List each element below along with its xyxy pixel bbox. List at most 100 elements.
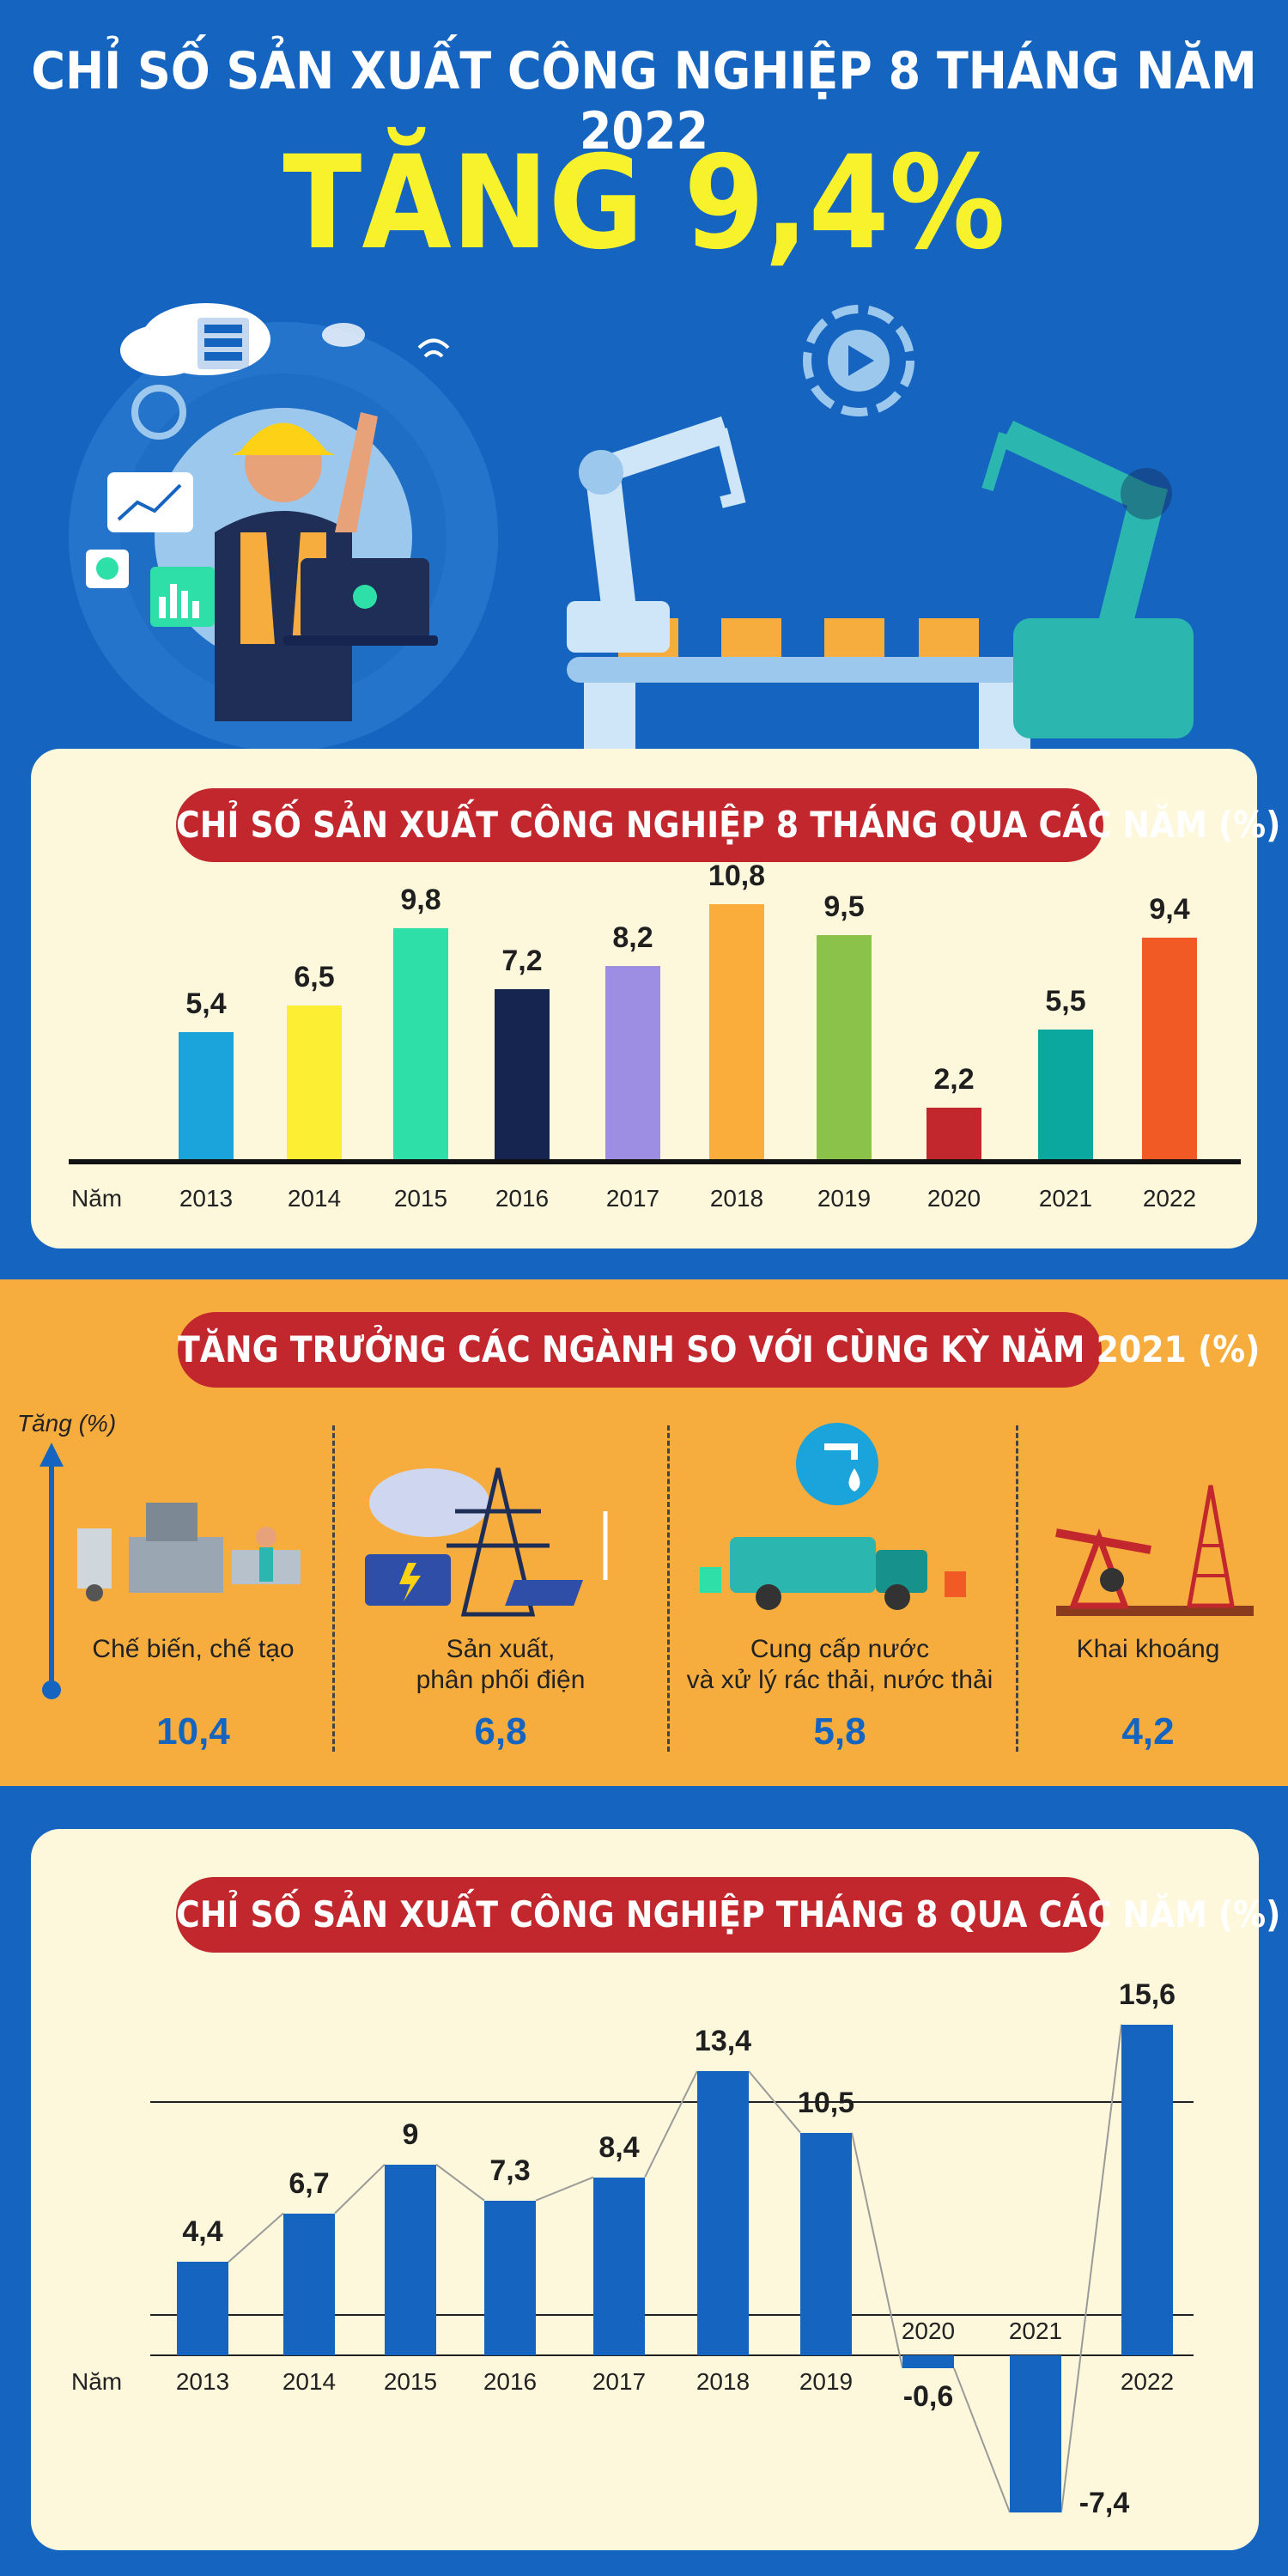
- chart3-tick-label: 2015: [383, 2368, 438, 2395]
- chart3-title: CHỈ SỐ SẢN XUẤT CÔNG NGHIỆP THÁNG 8 QUA …: [176, 1877, 1280, 1953]
- chart3-zero-line: [150, 2354, 1194, 2356]
- chart1-tick-label: 2013: [179, 1185, 234, 1212]
- divider: [667, 1425, 670, 1752]
- wifi-icon: [417, 338, 450, 358]
- chart3-tick-label: 2018: [696, 2368, 750, 2395]
- chart1-tick-label: 2017: [605, 1185, 660, 1212]
- chart3-connector-line: [1060, 2024, 1122, 2512]
- chart2-category-label: Chế biến, chế tạo: [4, 1634, 382, 1665]
- chart3-connector-line: [334, 2163, 386, 2215]
- chart1-bar: [1142, 937, 1197, 1159]
- chart2-category-line: Chế biến, chế tạo: [92, 1635, 295, 1663]
- chart3-tick-label: 2014: [282, 2368, 337, 2395]
- chart1-value-label: 8,2: [612, 920, 653, 954]
- chart3-bar: [385, 2164, 436, 2355]
- chart3-bar: [283, 2213, 335, 2355]
- chart1-tick-label: 2016: [495, 1185, 550, 1212]
- chart1-value-label: 5,4: [185, 987, 227, 1020]
- power-tower-icon: [365, 1467, 608, 1617]
- divider: [332, 1425, 335, 1752]
- chart3-value-label: 4,4: [182, 2215, 223, 2249]
- robot-arm-icon: [567, 416, 746, 653]
- chart3-value-label: 6,7: [289, 2166, 330, 2200]
- chart2-value-label: 4,2: [1121, 1710, 1175, 1753]
- chart2-category-line: Cung cấp nước: [750, 1635, 930, 1663]
- chart3-bar: [800, 2132, 852, 2355]
- chart1-xaxis-label: Năm: [71, 1185, 123, 1212]
- chart3-tick-label: 2017: [592, 2368, 647, 2395]
- chart3-tick-label: 2019: [799, 2368, 854, 2395]
- chart2-value-label: 6,8: [474, 1710, 527, 1753]
- chart1-bar: [179, 1031, 234, 1159]
- chart3-tick-label: 2021: [1008, 2318, 1063, 2344]
- water-truck-icon: [700, 1423, 966, 1610]
- factory-illustration: [69, 303, 1194, 756]
- chart2-title: TĂNG TRƯỞNG CÁC NGÀNH SO VỚI CÙNG KỲ NĂM…: [178, 1312, 1260, 1388]
- chart2-value-label: 10,4: [156, 1710, 230, 1753]
- main-title: CHỈ SỐ SẢN XUẤT CÔNG NGHIỆP 8 THÁNG NĂM …: [31, 41, 1257, 161]
- chart-icon: [86, 472, 215, 627]
- chart3-value-label: 15,6: [1118, 1978, 1176, 2011]
- cloud-server-icon: [120, 303, 270, 376]
- chart1-bar: [393, 927, 448, 1159]
- up-arrow-icon: [39, 1443, 64, 1699]
- chart2-category-line: và xử lý rác thải, nước thải: [686, 1666, 993, 1694]
- chart3-connector-line: [435, 2163, 485, 2202]
- chart3-connector-line: [953, 2367, 1011, 2513]
- chart1-value-label: 5,5: [1045, 984, 1086, 1018]
- chart3-tick-label: 2022: [1120, 2368, 1175, 2395]
- chart3-value-label: 9: [402, 2117, 419, 2151]
- chart3-connector-line: [851, 2132, 903, 2369]
- chart1-tick-label: 2022: [1142, 1185, 1197, 1212]
- chart1-tick-label: 2019: [817, 1185, 872, 1212]
- divider: [1016, 1425, 1018, 1752]
- chart2-axis-label: Tăng (%): [17, 1410, 117, 1437]
- chart3-bar: [177, 2262, 228, 2355]
- chart1-title: CHỈ SỐ SẢN XUẤT CÔNG NGHIỆP 8 THÁNG QUA …: [176, 788, 1280, 862]
- chart2-category-line: Khai khoáng: [1076, 1635, 1220, 1663]
- chart1-tick-label: 2014: [287, 1185, 342, 1212]
- chart3-tick-label: 2020: [901, 2318, 956, 2344]
- chart3-gridline: [150, 2314, 1194, 2316]
- chart2-category-label: Cung cấp nước và xử lý rác thải, nước thả…: [651, 1634, 1029, 1696]
- chart3-bar: [484, 2200, 536, 2355]
- chart1-value-label: 6,5: [294, 961, 335, 994]
- chart3-value-label: 8,4: [598, 2130, 640, 2164]
- chart1-value-label: 9,8: [400, 883, 441, 916]
- chart3-bar: [1010, 2355, 1061, 2512]
- chart3-value-label: 10,5: [797, 2086, 855, 2119]
- chart1-bar: [495, 989, 550, 1159]
- chart1-tick-label: 2020: [927, 1185, 981, 1212]
- chart1-value-label: 9,4: [1149, 892, 1190, 926]
- chart3-tick-label: 2013: [175, 2368, 230, 2395]
- play-gear-icon: [803, 305, 914, 416]
- chart2-category-line: phân phối điện: [416, 1666, 586, 1694]
- robot-arm-icon: [981, 421, 1194, 738]
- chart2-category-label: Khai khoáng: [959, 1634, 1288, 1665]
- chart1-tick-label: 2018: [709, 1185, 764, 1212]
- chart2-category-label: Sản xuất, phân phối điện: [312, 1634, 690, 1696]
- chart3-value-label: 13,4: [694, 2025, 752, 2058]
- chart1-bar: [927, 1107, 981, 1159]
- chart3-bar: [697, 2071, 749, 2355]
- oil-pump-icon: [1055, 1485, 1254, 1616]
- headline-growth: TĂNG 9,4%: [283, 129, 1005, 278]
- chart3-tick-label: 2016: [483, 2368, 538, 2395]
- factory-machine-icon: [77, 1503, 301, 1601]
- chart3-value-label: 7,3: [489, 2154, 531, 2187]
- chart1-bar: [605, 965, 660, 1159]
- chart1-tick-label: 2015: [393, 1185, 448, 1212]
- chart1-bar: [287, 1005, 342, 1159]
- chart3-gridline: [150, 2101, 1194, 2103]
- chart1-bar: [817, 934, 872, 1159]
- chart3-bar: [1121, 2024, 1173, 2355]
- chart1-bar: [1038, 1029, 1093, 1159]
- chart1-value-label: 9,5: [823, 890, 865, 923]
- chart1-value-label: 7,2: [501, 945, 543, 977]
- chart3-connector-line: [228, 2212, 284, 2263]
- chart3-connector-line: [535, 2176, 594, 2202]
- chart2-value-label: 5,8: [813, 1710, 866, 1753]
- chart3-connector-line: [644, 2070, 698, 2178]
- chart1-tick-label: 2021: [1038, 1185, 1093, 1212]
